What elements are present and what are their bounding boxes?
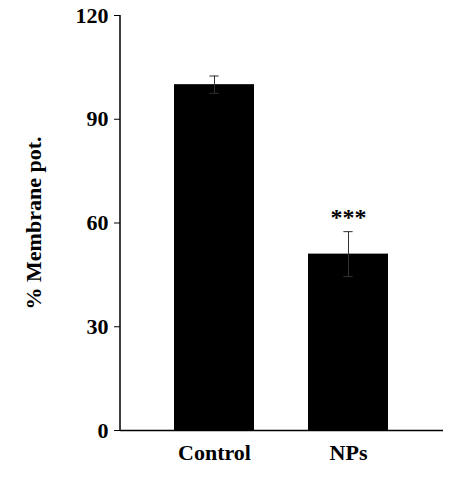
svg-text:90: 90 — [87, 106, 109, 131]
svg-text:NPs: NPs — [330, 440, 368, 465]
svg-text:30: 30 — [87, 314, 109, 339]
svg-text:60: 60 — [87, 210, 109, 235]
svg-text:***: *** — [331, 204, 367, 230]
svg-text:% Membrane pot.: % Membrane pot. — [21, 137, 46, 310]
svg-text:Control: Control — [178, 440, 251, 465]
svg-text:0: 0 — [98, 418, 109, 443]
svg-text:120: 120 — [76, 3, 109, 28]
